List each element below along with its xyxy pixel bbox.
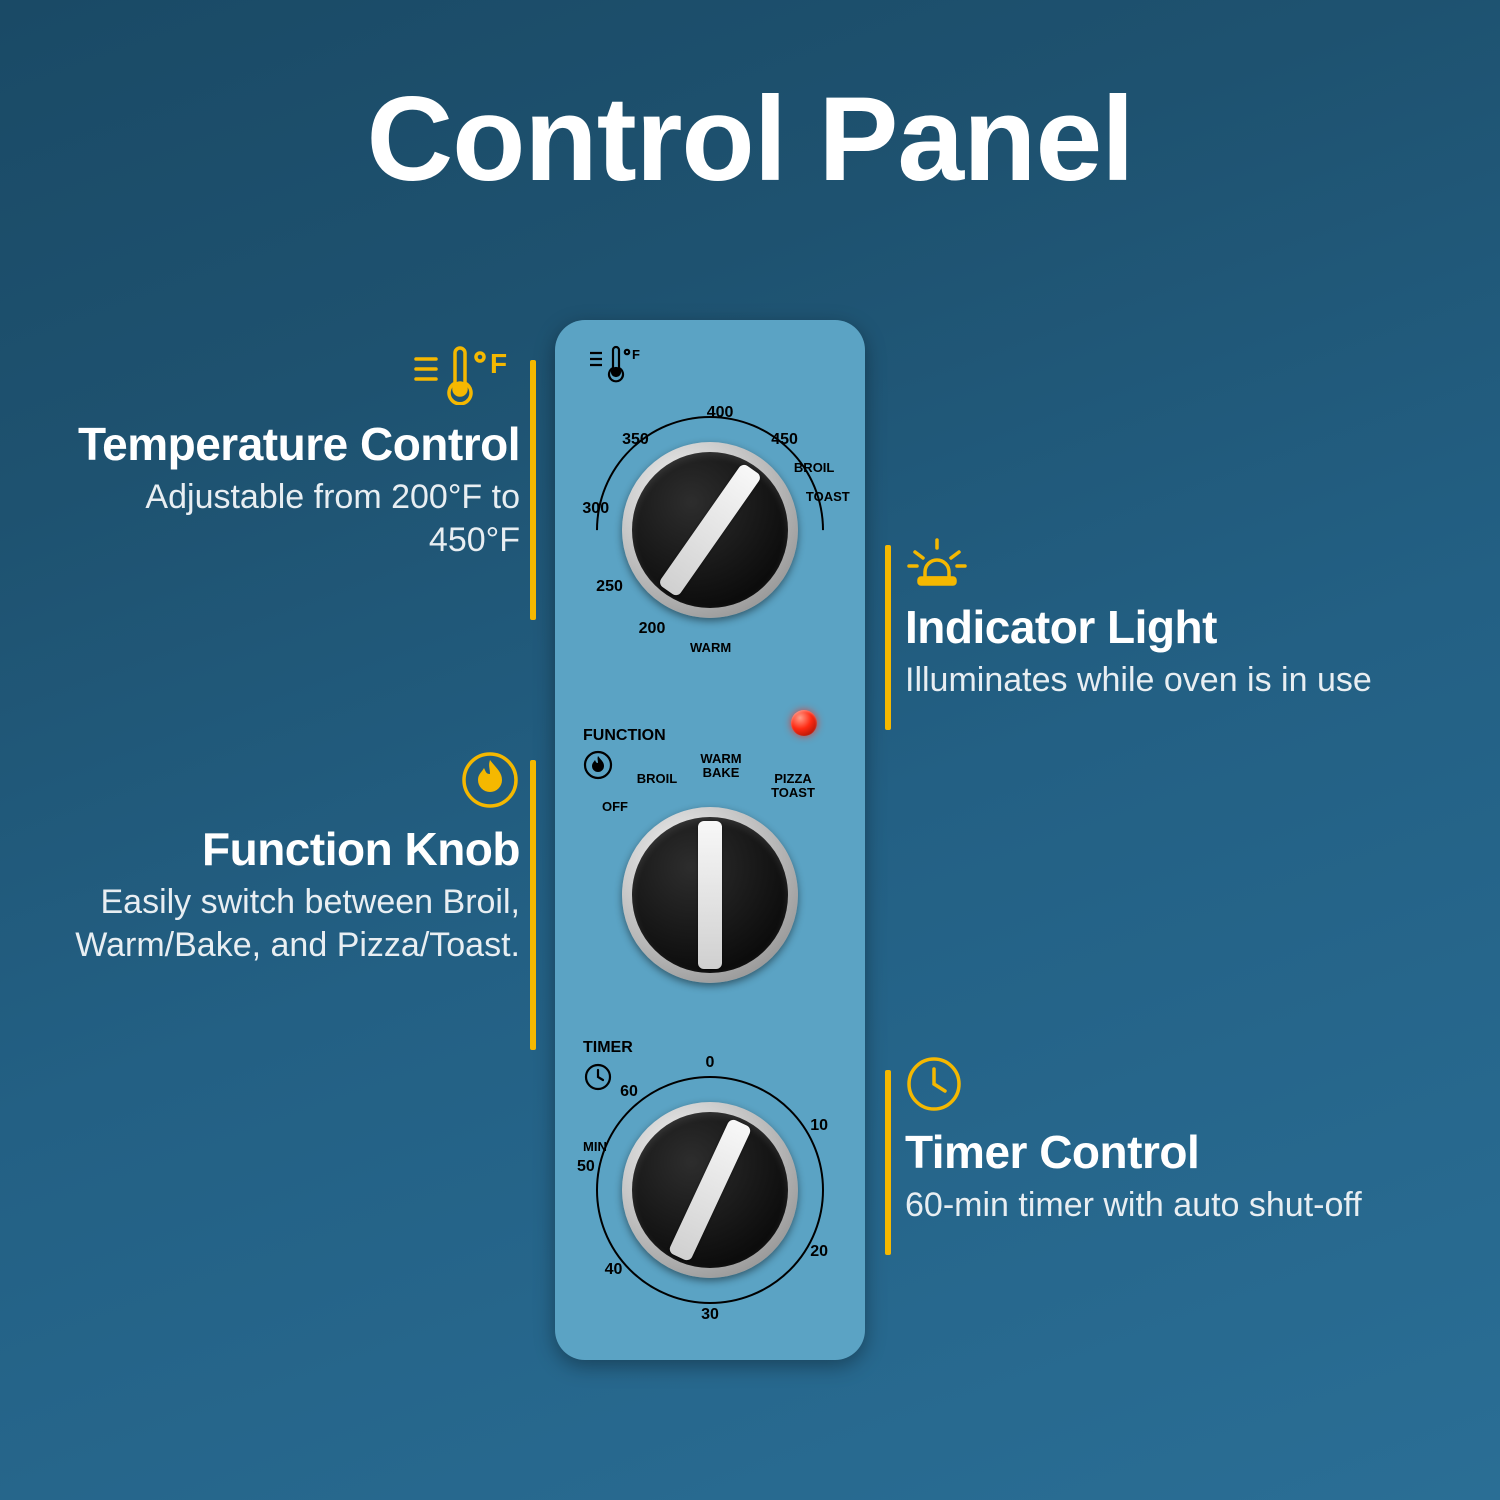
control-panel: F 200250300350400450WARMBROILTOAST FUNCT… bbox=[555, 320, 865, 1360]
clock-icon bbox=[905, 1055, 1415, 1118]
callout-indicator: Indicator Light Illuminates while oven i… bbox=[905, 530, 1415, 702]
divider-bar bbox=[530, 360, 536, 620]
callout-title: Function Knob bbox=[75, 825, 520, 873]
siren-icon bbox=[905, 530, 1415, 593]
callout-timer: Timer Control 60-min timer with auto shu… bbox=[905, 1055, 1415, 1227]
callout-desc: 60-min timer with auto shut-off bbox=[905, 1184, 1415, 1227]
callout-title: Indicator Light bbox=[905, 603, 1415, 651]
flame-icon bbox=[75, 750, 520, 815]
callout-desc: Adjustable from 200°F to 450°F bbox=[75, 476, 520, 561]
divider-bar bbox=[885, 1070, 891, 1255]
dial-label: 0 bbox=[690, 1055, 730, 1072]
thermometer-icon: F bbox=[75, 345, 520, 410]
divider-bar bbox=[530, 760, 536, 1050]
callout-title: Temperature Control bbox=[75, 420, 520, 468]
dial-label: 60 bbox=[609, 1084, 649, 1101]
callout-function: Function Knob Easily switch between Broi… bbox=[75, 750, 520, 966]
callout-desc: Illuminates while oven is in use bbox=[905, 659, 1415, 702]
dial-label: 50 bbox=[566, 1159, 606, 1176]
divider-bar bbox=[885, 545, 891, 730]
callout-desc: Easily switch between Broil, Warm/Bake, … bbox=[75, 881, 520, 966]
dial-label: 10 bbox=[799, 1118, 839, 1135]
page-title: Control Panel bbox=[0, 0, 1500, 208]
callout-temperature: F Temperature Control Adjustable from 20… bbox=[75, 345, 520, 561]
dial-label: 40 bbox=[593, 1262, 633, 1279]
timer-scale-labels: 0 10 20 30 40 50 60 bbox=[555, 320, 865, 1360]
svg-text:F: F bbox=[490, 348, 507, 379]
dial-label: 20 bbox=[799, 1244, 839, 1261]
dial-label: 30 bbox=[690, 1307, 730, 1324]
callout-title: Timer Control bbox=[905, 1128, 1415, 1176]
